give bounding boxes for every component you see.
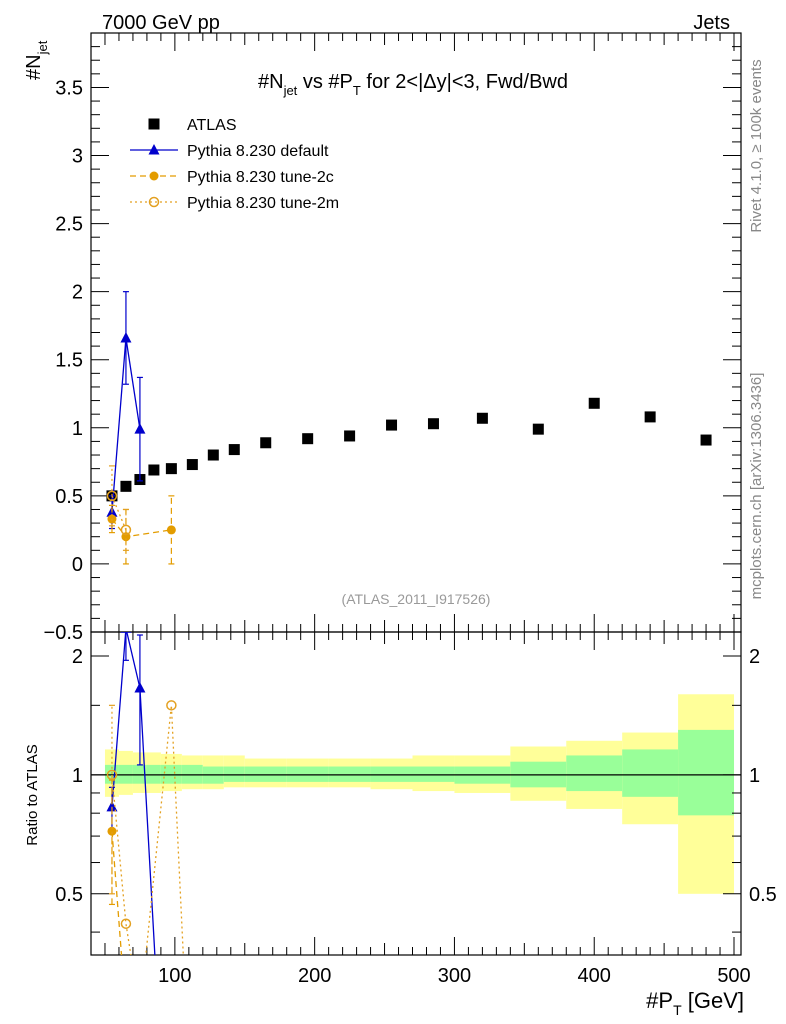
main-y-axis-label: #Njet <box>23 40 50 80</box>
legend-atlas-marker <box>148 118 160 130</box>
main-y-tick-label: 1 <box>72 418 83 440</box>
title-part-t: T <box>353 83 361 98</box>
ratio-y-tick-label: 0.5 <box>55 884 83 906</box>
default-point <box>120 331 132 343</box>
ratio-frame <box>90 631 742 956</box>
atlas-point <box>476 412 488 424</box>
ylabel-part-jet: jet <box>35 40 50 55</box>
legend: ATLAS Pythia 8.230 default Pythia 8.230 tu… <box>130 117 339 212</box>
ylabel-part-n: #N <box>23 54 45 80</box>
title-part-range: for 2<|Δy|<3, Fwd/Bwd <box>361 71 568 93</box>
mcplots-source-label: mcplots.cern.ch [arXiv:1306.3436] <box>748 373 765 600</box>
tune-2m-line <box>111 495 127 531</box>
band-inner-bin <box>412 766 455 782</box>
atlas-point <box>644 411 656 423</box>
band-inner-bin <box>622 749 679 797</box>
ratio-data <box>106 632 184 955</box>
atlas-point <box>532 423 544 435</box>
main-y-tick-label: 3.5 <box>55 77 83 99</box>
ratio-y-tick-label: 2 <box>72 646 83 668</box>
legend-label: ATLAS <box>187 117 237 134</box>
process-label: Jets <box>693 12 730 34</box>
legend-default-marker <box>148 144 160 155</box>
main-y-tick-label: 0 <box>72 554 83 576</box>
main-y-tick-label: 3 <box>72 146 83 168</box>
main-panel: −0.5 0 0.5 1 1.5 2 2.5 3 3.5 <box>44 32 742 644</box>
tune-2m-ratio-point <box>106 769 118 781</box>
band-inner-bin <box>244 766 287 782</box>
default-ratio-line <box>111 632 156 955</box>
legend-label: Pythia 8.230 tune-2m <box>187 195 339 212</box>
title-part-jet: jet <box>283 83 298 98</box>
atlas-point <box>148 464 160 476</box>
collision-energy-label: 7000 GeV pp <box>102 12 220 34</box>
default-ratio-point <box>134 681 146 693</box>
band-inner-bin <box>223 766 245 782</box>
tune-2m-point <box>120 524 132 536</box>
x-tick-label: 400 <box>578 965 611 987</box>
atlas-point <box>302 433 314 445</box>
main-y-tick-label: 2.5 <box>55 214 83 236</box>
title-part-vs: vs #P <box>297 71 353 93</box>
atlas-point <box>700 434 712 446</box>
analysis-id-label: (ATLAS_2011_I917526) <box>342 591 491 607</box>
tune-2m-ratio-line <box>111 705 184 955</box>
rivet-version-label: Rivet 4.1.0, ≥ 100k events <box>748 59 765 232</box>
atlas-point <box>228 444 240 456</box>
atlas-point <box>165 463 177 475</box>
ratio-y-tick-label-right: 1 <box>749 765 760 787</box>
x-tick-label: 300 <box>438 965 471 987</box>
band-inner-bin <box>678 729 735 816</box>
legend-tune-2m-marker <box>148 196 160 208</box>
ratio-y-tick-label-right: 2 <box>749 646 760 668</box>
atlas-point <box>207 449 219 461</box>
default-ratio-point <box>120 632 132 633</box>
tune-2c-line <box>111 518 172 538</box>
tune-2m-ratio-point <box>166 700 177 711</box>
x-tick-label: 100 <box>158 965 191 987</box>
main-y-tick-label: 2 <box>72 282 83 304</box>
xlabel-part-p: #P <box>646 988 673 1013</box>
ratio-panel: 100 200 300 400 500 0.5 0.5 1 1 2 2 <box>55 631 777 987</box>
tune-2c-ratio-line <box>111 831 123 955</box>
main-data <box>106 291 712 565</box>
atlas-point <box>588 397 600 409</box>
x-tick-label: 500 <box>717 965 750 987</box>
title-part-n: #N <box>258 71 284 93</box>
tune-2c-ratio-point <box>107 826 117 836</box>
default-point <box>134 423 146 434</box>
tune-2c-point <box>166 525 176 535</box>
svg-text:#Njet: #Njet <box>23 40 50 80</box>
atlas-point <box>427 418 439 430</box>
band-inner-bin <box>370 766 413 782</box>
default-ratio-point <box>106 800 118 812</box>
atlas-point <box>120 480 132 492</box>
ratio-bands <box>104 694 735 894</box>
legend-label: Pythia 8.230 tune-2c <box>187 169 334 186</box>
band-inner-bin <box>286 766 329 782</box>
main-y-tick-label: 1.5 <box>55 350 83 372</box>
x-axis-label: #PT [GeV] <box>646 988 744 1018</box>
atlas-point <box>386 419 398 431</box>
band-inner-bin <box>328 766 371 782</box>
xlabel-part-t: T <box>673 1002 682 1018</box>
ratio-y-tick-label-right: 0.5 <box>749 884 777 906</box>
legend-tune-2c-marker <box>149 171 159 181</box>
chart-title: #Njet vs #PT for 2<|Δy|<3, Fwd/Bwd <box>258 71 568 98</box>
band-inner-bin <box>566 755 623 792</box>
tune-2m-point <box>106 490 118 502</box>
ratio-y-axis-label: Ratio to ATLAS <box>24 744 41 845</box>
ratio-y-tick-label: 1 <box>72 765 83 787</box>
atlas-point <box>186 459 198 471</box>
atlas-point <box>344 430 356 442</box>
xlabel-part-unit: [GeV] <box>682 988 744 1013</box>
main-y-tick-label: −0.5 <box>44 622 83 644</box>
legend-label: Pythia 8.230 default <box>187 143 329 160</box>
tune-2m-ratio-point <box>120 918 132 929</box>
main-y-tick-label: 0.5 <box>55 486 83 508</box>
x-tick-label: 200 <box>298 965 331 987</box>
atlas-point <box>260 437 272 449</box>
